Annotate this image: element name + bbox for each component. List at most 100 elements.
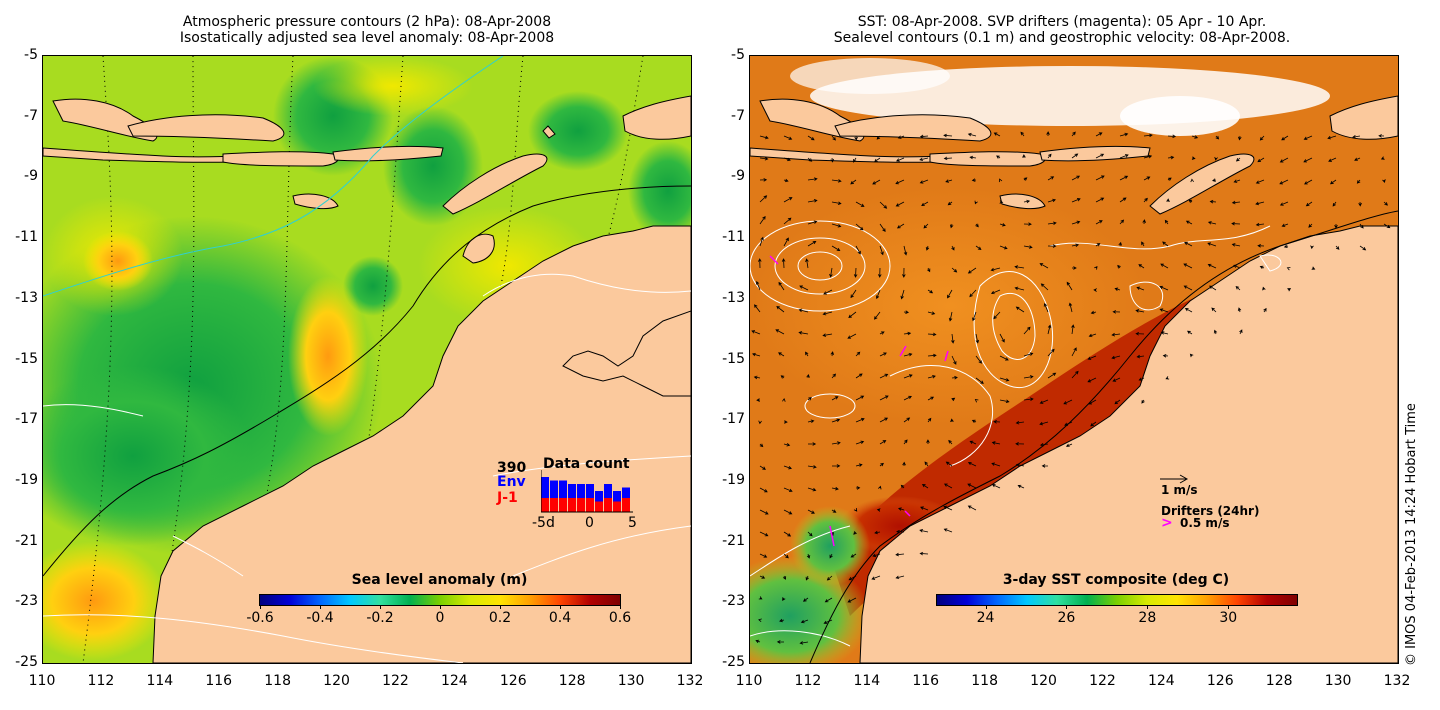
velocity-arrow [947, 289, 953, 299]
env-bar [541, 477, 549, 512]
velocity-arrow [799, 641, 809, 645]
velocity-arrow [753, 375, 761, 380]
velocity-arrow [1136, 354, 1145, 359]
velocity-arrow [1088, 333, 1097, 338]
velocity-arrow [999, 355, 1009, 361]
colorbar-tick-mark [320, 605, 321, 609]
velocity-arrow [1090, 310, 1097, 315]
colorbar-tick: 0.4 [548, 610, 572, 626]
velocity-arrow [1020, 131, 1025, 137]
velocity-arrow [895, 179, 905, 185]
velocity-arrow [783, 531, 792, 537]
y-tick: -25 [15, 654, 38, 670]
velocity-arrow [927, 289, 934, 294]
velocity-arrow [1255, 222, 1265, 227]
velocity-arrow [1211, 307, 1217, 313]
velocity-arrow [758, 420, 762, 425]
velocity-arrow [919, 157, 929, 162]
velocity-arrow [1047, 153, 1052, 159]
velocity-arrow [951, 397, 956, 402]
negative-anomaly-region [628, 141, 691, 241]
velocity-arrow [879, 373, 889, 379]
velocity-arrow [879, 462, 884, 467]
velocity-arrow [1352, 134, 1361, 139]
velocity-arrow [1235, 157, 1241, 162]
velocity-arrow [1112, 377, 1121, 382]
velocity-arrow [783, 509, 793, 515]
velocity-arrow [1090, 421, 1097, 427]
colorbar-tick: 26 [1057, 610, 1076, 626]
x-tick: 110 [735, 673, 763, 689]
velocity-arrow [807, 177, 818, 181]
velocity-arrow [999, 223, 1006, 227]
velocity-arrow [1164, 219, 1169, 225]
velocity-arrow [759, 575, 766, 579]
velocity-arrow [945, 179, 953, 183]
velocity-arrow [831, 486, 839, 491]
velocity-arrow [1255, 201, 1265, 206]
velocity-arrow [822, 311, 833, 316]
velocity-arrow [799, 285, 809, 291]
inset-title: Data count [543, 456, 630, 472]
velocity-arrow [1233, 179, 1241, 183]
velocity-arrow [877, 267, 882, 278]
y-tick: -13 [722, 289, 745, 306]
velocity-arrow [847, 597, 857, 603]
velocity-arrow [853, 267, 858, 278]
velocity-arrow [805, 575, 809, 581]
velocity-arrow [807, 199, 818, 203]
velocity-arrow [1259, 265, 1265, 270]
velocity-arrow [969, 440, 977, 445]
velocity-arrow [879, 331, 885, 335]
right-map[interactable] [749, 55, 1399, 664]
velocity-arrow [1354, 157, 1361, 161]
velocity-arrow [1187, 330, 1193, 335]
velocity-arrow [1119, 154, 1129, 159]
velocity-arrow [755, 639, 761, 644]
colorbar-tick: 0.6 [608, 610, 632, 626]
velocity-arrow [807, 135, 815, 141]
velocity-arrow [947, 201, 953, 206]
australia-land [859, 225, 1398, 663]
velocity-arrow [943, 528, 953, 533]
j1-bar [577, 498, 585, 512]
right-title-line1: SST: 08-Apr-2008. SVP drifters (magenta)… [857, 14, 1267, 30]
velocity-arrow [903, 352, 913, 357]
velocity-arrow [1017, 484, 1025, 489]
velocity-arrow [831, 396, 839, 401]
colorbar-tick: -0.6 [246, 610, 274, 626]
velocity-arrow [779, 618, 785, 623]
velocity-arrow [751, 330, 761, 335]
left-colorbar-title: Sea level anomaly (m) [351, 572, 528, 588]
env-bar [559, 480, 567, 512]
velocity-arrow [895, 201, 905, 207]
velocity-arrow [1047, 324, 1052, 335]
velocity-arrow [925, 245, 930, 251]
velocity-arrow [874, 530, 881, 535]
velocity-arrow [778, 281, 785, 291]
velocity-arrow [1279, 179, 1289, 185]
velocity-arrow [783, 157, 791, 162]
drifter-speed-label: 0.5 m/s [1180, 516, 1230, 530]
sea-level-anomaly-map [43, 56, 691, 663]
positive-anomaly-region [83, 231, 153, 291]
negative-anomaly-region [383, 106, 483, 226]
velocity-arrow [855, 463, 863, 467]
velocity-arrow [759, 531, 769, 537]
velocity-arrow [1047, 221, 1057, 225]
sst-map [750, 56, 1398, 663]
velocity-arrow [1023, 199, 1031, 204]
x-tick: 132 [1383, 673, 1411, 689]
j1-bar [595, 501, 603, 512]
y-tick: -11 [722, 229, 745, 246]
left-map[interactable] [42, 55, 692, 664]
cloud-mask [1120, 96, 1240, 136]
velocity-arrow [759, 195, 768, 203]
velocity-arrow [1015, 306, 1025, 313]
velocity-arrow [999, 200, 1004, 204]
velocity-arrow [903, 374, 913, 379]
velocity-arrow [919, 551, 929, 556]
velocity-arrow [1039, 263, 1049, 269]
x-tick: 118 [971, 673, 998, 689]
velocity-arrow [831, 373, 837, 379]
